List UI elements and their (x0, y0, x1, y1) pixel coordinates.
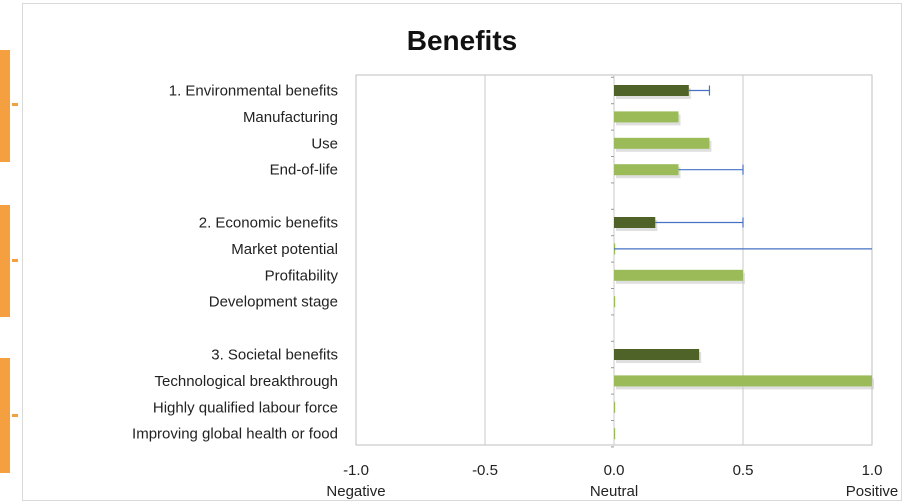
category-label-6: Market potential (231, 241, 338, 258)
x-tick-label-1: -0.5 (472, 462, 498, 479)
chart-frame (22, 3, 902, 501)
chart-title: Benefits (407, 25, 517, 56)
bar-13 (614, 428, 616, 440)
accent-tick-1 (12, 103, 18, 106)
bar-0 (614, 85, 689, 96)
x-tick-label-0: -1.0 (343, 462, 369, 479)
category-label-3: End-of-life (270, 162, 338, 179)
category-label-0: 1. Environmental benefits (169, 83, 338, 100)
bar-2 (614, 137, 710, 149)
accent-bar-1 (0, 50, 10, 162)
x-sentiment-label-2: Positive (846, 483, 899, 500)
category-label-11: Technological breakthrough (155, 373, 338, 390)
x-tick-label-2: 0.0 (604, 462, 625, 479)
accent-tick-3 (12, 414, 18, 417)
x-tick-label-3: 0.5 (733, 462, 754, 479)
x-sentiment-labels: Negative Neutral Positive (326, 483, 898, 500)
bar-8 (614, 296, 616, 308)
category-label-10: 3. Societal benefits (211, 347, 338, 364)
category-label-5: 2. Economic benefits (199, 215, 338, 232)
x-sentiment-label-1: Neutral (590, 483, 638, 500)
accent-tick-2 (12, 259, 18, 262)
x-tick-labels: -1.0 -0.5 0.0 0.5 1.0 (343, 462, 882, 479)
accent-bar-3 (0, 358, 10, 473)
bar-5 (614, 217, 656, 228)
category-label-13: Improving global health or food (132, 426, 338, 443)
accent-bar-2 (0, 205, 10, 317)
bar-10 (614, 349, 700, 360)
category-label-12: Highly qualified labour force (153, 399, 338, 416)
bar-1 (614, 111, 679, 123)
category-label-2: Use (311, 135, 338, 152)
bar-11 (614, 375, 872, 387)
bar-3 (614, 164, 679, 176)
grid-lines (484, 75, 744, 448)
x-tick-label-4: 1.0 (862, 462, 883, 479)
bars (614, 85, 874, 440)
x-sentiment-label-0: Negative (326, 483, 385, 500)
category-label-7: Profitability (265, 267, 339, 284)
error-bars (614, 85, 872, 250)
bar-7 (614, 269, 743, 281)
bar-12 (614, 401, 616, 413)
category-labels: 1. Environmental benefits Manufacturing Us… (132, 83, 338, 443)
category-label-1: Manufacturing (243, 109, 338, 126)
category-label-8: Development stage (209, 294, 338, 311)
